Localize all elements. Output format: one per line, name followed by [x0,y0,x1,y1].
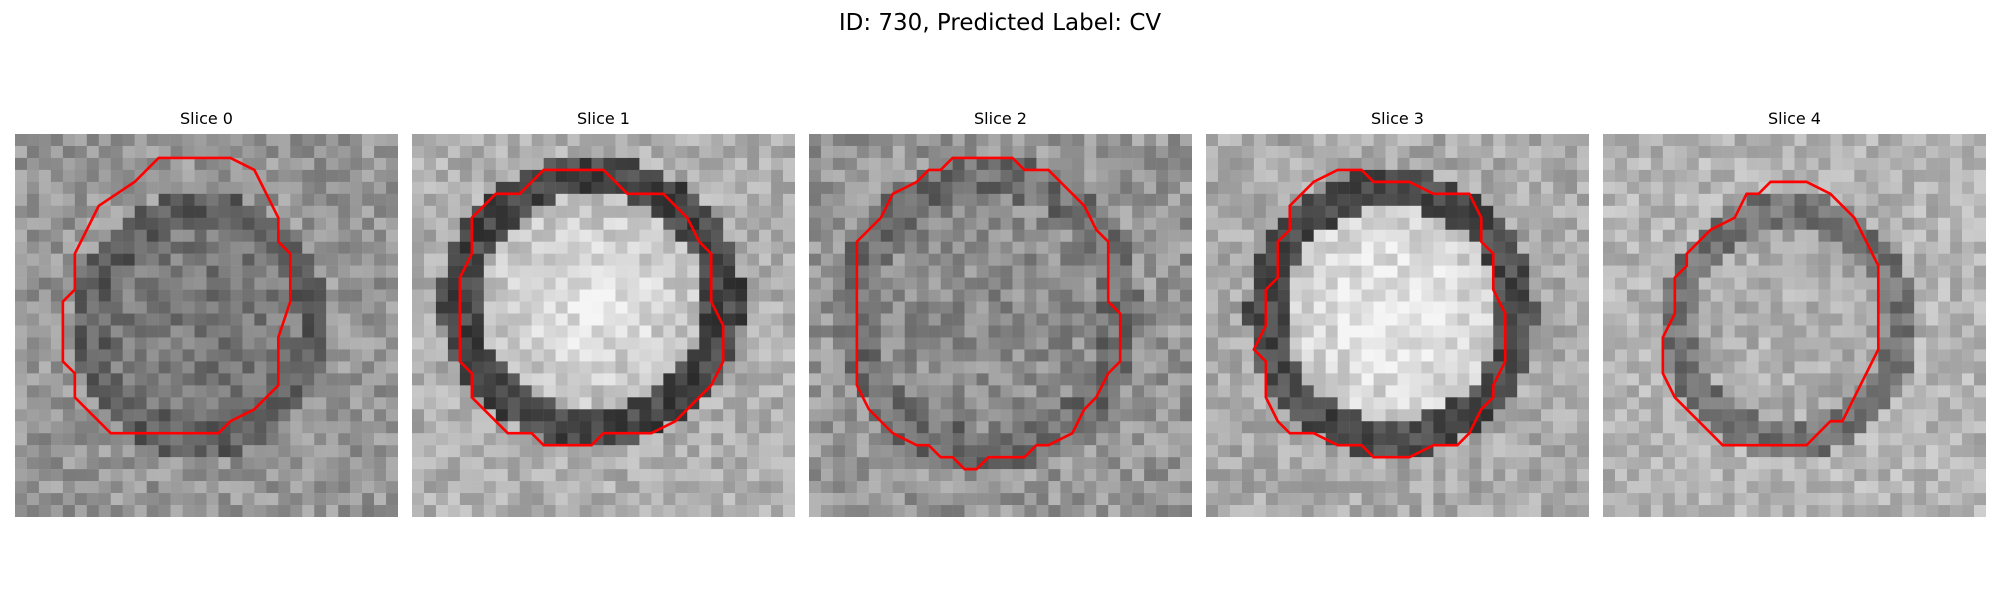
slice-panel-1: Slice 1 [412,108,795,517]
slice-title: Slice 1 [577,109,630,128]
slice-image [1206,134,1589,517]
roi-contour [458,168,725,447]
roi-contour [855,156,1122,471]
slice-image [1603,134,1986,517]
slice-title: Slice 2 [974,109,1027,128]
slice-panel-2: Slice 2 [809,108,1192,517]
roi-contour [1252,168,1507,459]
figure-title: ID: 730, Predicted Label: CV [838,10,1162,36]
slice-image [809,134,1192,517]
slice-panel-3: Slice 3 [1206,108,1589,517]
slice-image [15,134,398,517]
roi-contour [1661,180,1880,447]
slice-panel-4: Slice 4 [1603,108,1986,517]
slice-title: Slice 0 [180,109,233,128]
slice-image [412,134,795,517]
roi-contour [61,156,292,435]
slice-panel-0: Slice 0 [15,108,398,517]
slice-title: Slice 3 [1371,109,1424,128]
slice-title: Slice 4 [1768,109,1821,128]
